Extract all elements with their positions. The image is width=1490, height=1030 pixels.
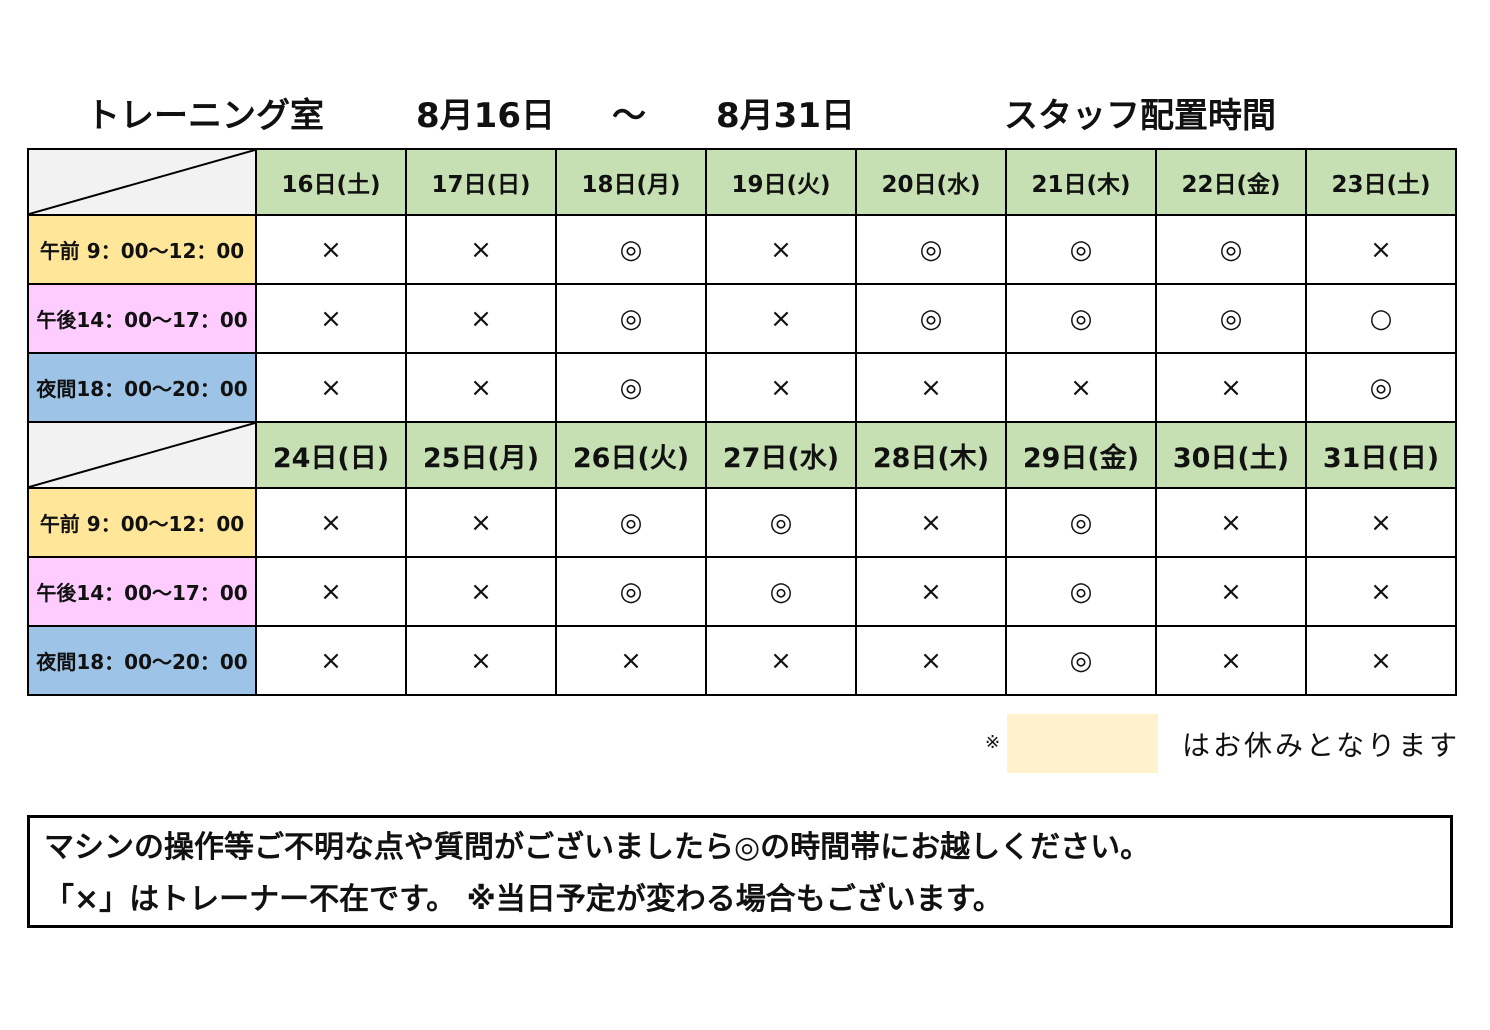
slot-evening: 夜間18：00～20：00: [27, 625, 257, 696]
availability-mark: ◎: [705, 556, 857, 627]
availability-mark: ◎: [555, 556, 707, 627]
availability-mark: ◎: [1005, 625, 1157, 696]
day-header: 29日(金): [1005, 421, 1157, 489]
morning-row: 午前 9：00～12：00 × × ◎ ◎ × ◎ × ×: [27, 487, 1457, 558]
evening-row: 夜間18：00～20：00 × × ◎ × × × × ◎: [27, 352, 1457, 423]
day-header: 31日(日): [1305, 421, 1457, 489]
availability-mark: ×: [405, 487, 557, 558]
availability-mark: ◎: [555, 283, 707, 354]
page-title: スタッフ配置時間: [1004, 96, 1276, 136]
day-header: 18日(月): [555, 148, 707, 216]
availability-mark: ×: [255, 214, 407, 285]
holiday-color-swatch: [1007, 714, 1158, 773]
info-box: マシンの操作等ご不明な点や質問がございましたら◎の時間帯にお越しください。 「×…: [27, 815, 1453, 928]
info-line: 「×」はトレーナー不在です。 ※当日予定が変わる場合もございます。: [44, 882, 1003, 917]
availability-mark: ×: [1305, 214, 1457, 285]
availability-mark: ×: [1305, 487, 1457, 558]
availability-mark: ×: [705, 352, 857, 423]
availability-mark: ×: [255, 352, 407, 423]
range-separator: ～: [612, 96, 646, 136]
availability-mark: ◎: [555, 214, 707, 285]
availability-mark: ×: [405, 556, 557, 627]
end-date: 8月31日: [716, 96, 855, 136]
availability-mark: ×: [255, 625, 407, 696]
availability-mark: ◎: [855, 283, 1007, 354]
availability-mark: ×: [555, 625, 707, 696]
availability-mark: ×: [405, 352, 557, 423]
evening-row: 夜間18：00～20：00 × × × × × ◎ × ×: [27, 625, 1457, 696]
day-header: 23日(土): [1305, 148, 1457, 216]
afternoon-row: 午後14：00～17：00 × × ◎ × ◎ ◎ ◎ ○: [27, 283, 1457, 354]
room-title: トレーニング室: [86, 96, 324, 136]
availability-mark: ×: [705, 283, 857, 354]
info-line: マシンの操作等ご不明な点や質問がございましたら◎の時間帯にお越しください。: [44, 830, 1151, 865]
availability-mark: ◎: [555, 487, 707, 558]
day-header: 19日(火): [705, 148, 857, 216]
availability-mark: ×: [1155, 487, 1307, 558]
day-header: 17日(日): [405, 148, 557, 216]
day-header: 21日(木): [1005, 148, 1157, 216]
availability-mark: ×: [1305, 625, 1457, 696]
availability-mark: ○: [1305, 283, 1457, 354]
afternoon-row: 午後14：00～17：00 × × ◎ ◎ × ◎ × ×: [27, 556, 1457, 627]
staff-schedule-table: 16日(土) 17日(日) 18日(月) 19日(火) 20日(水) 21日(木…: [27, 148, 1457, 696]
availability-mark: ×: [255, 283, 407, 354]
start-date: 8月16日: [416, 96, 555, 136]
note-symbol: ※: [985, 732, 1001, 753]
day-header: 28日(木): [855, 421, 1007, 489]
availability-mark: ×: [255, 556, 407, 627]
availability-mark: ×: [1305, 556, 1457, 627]
corner-cell: [27, 148, 257, 216]
availability-mark: ×: [1155, 352, 1307, 423]
slot-morning: 午前 9：00～12：00: [27, 487, 257, 558]
day-header: 27日(水): [705, 421, 857, 489]
availability-mark: ◎: [555, 352, 707, 423]
availability-mark: ×: [405, 283, 557, 354]
day-header-row: 16日(土) 17日(日) 18日(月) 19日(火) 20日(水) 21日(木…: [27, 148, 1457, 216]
availability-mark: ◎: [1155, 283, 1307, 354]
day-header-row: 24日(日) 25日(月) 26日(火) 27日(水) 28日(木) 29日(金…: [27, 421, 1457, 489]
availability-mark: ×: [705, 625, 857, 696]
day-header: 20日(水): [855, 148, 1007, 216]
availability-mark: ◎: [1155, 214, 1307, 285]
availability-mark: ◎: [1005, 214, 1157, 285]
availability-mark: ×: [405, 625, 557, 696]
availability-mark: ×: [855, 556, 1007, 627]
corner-cell: [27, 421, 257, 489]
holiday-note: はお休みとなります: [1182, 729, 1461, 762]
slot-afternoon: 午後14：00～17：00: [27, 283, 257, 354]
availability-mark: ×: [705, 214, 857, 285]
availability-mark: ×: [855, 487, 1007, 558]
availability-mark: ◎: [1305, 352, 1457, 423]
availability-mark: ◎: [1005, 556, 1157, 627]
slot-morning: 午前 9：00～12：00: [27, 214, 257, 285]
availability-mark: ◎: [855, 214, 1007, 285]
availability-mark: ◎: [705, 487, 857, 558]
availability-mark: ×: [255, 487, 407, 558]
day-header: 24日(日): [255, 421, 407, 489]
availability-mark: ×: [855, 625, 1007, 696]
diagonal-line: [29, 423, 255, 487]
availability-mark: ×: [855, 352, 1007, 423]
availability-mark: ×: [1155, 625, 1307, 696]
diagonal-line: [29, 150, 255, 214]
day-header: 16日(土): [255, 148, 407, 216]
day-header: 25日(月): [405, 421, 557, 489]
morning-row: 午前 9：00～12：00 × × ◎ × ◎ ◎ ◎ ×: [27, 214, 1457, 285]
day-header: 26日(火): [555, 421, 707, 489]
slot-evening: 夜間18：00～20：00: [27, 352, 257, 423]
day-header: 22日(金): [1155, 148, 1307, 216]
slot-afternoon: 午後14：00～17：00: [27, 556, 257, 627]
availability-mark: ×: [1005, 352, 1157, 423]
availability-mark: ◎: [1005, 487, 1157, 558]
day-header: 30日(土): [1155, 421, 1307, 489]
availability-mark: ◎: [1005, 283, 1157, 354]
availability-mark: ×: [1155, 556, 1307, 627]
availability-mark: ×: [405, 214, 557, 285]
